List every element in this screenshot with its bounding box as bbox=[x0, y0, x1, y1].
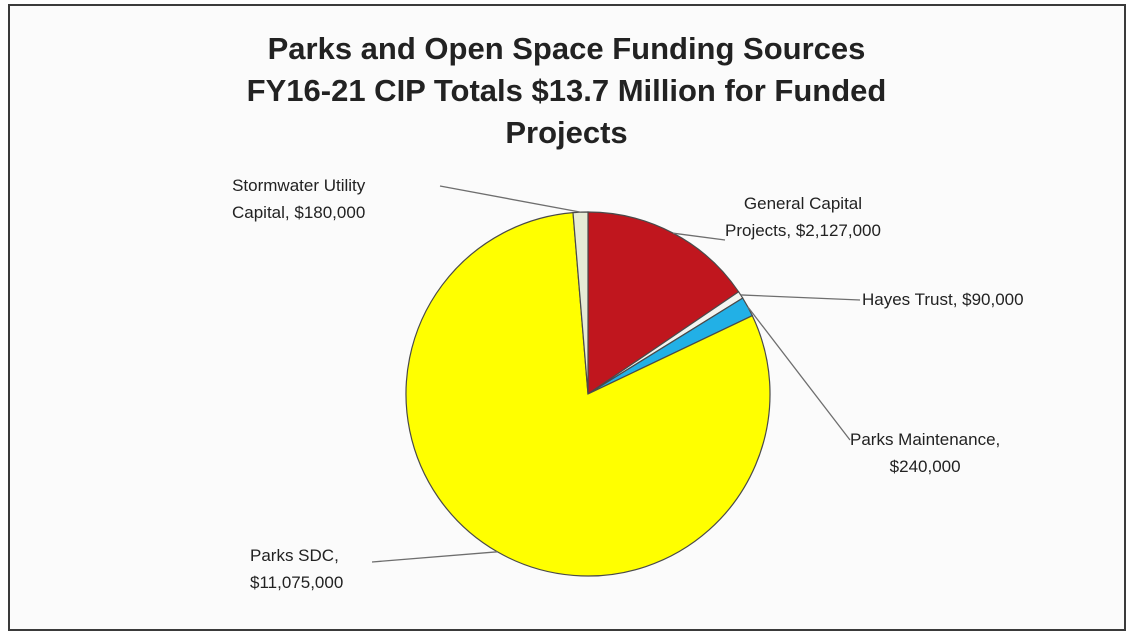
chart-title-line-3: Projects bbox=[505, 115, 628, 150]
leader-line-hayes-trust bbox=[740, 294, 861, 301]
label-parks-sdc: Parks SDC, $11,075,000 bbox=[250, 546, 344, 592]
chart-title-line-1: Parks and Open Space Funding Sources bbox=[267, 31, 866, 66]
label-hayes-trust: Hayes Trust, $90,000 bbox=[862, 290, 1024, 309]
chart-title: Parks and Open Space Funding Sources FY1… bbox=[0, 28, 1133, 154]
leader-line-general-capital-projects bbox=[673, 232, 726, 241]
leader-line-parks-sdc bbox=[371, 551, 498, 563]
label-general-capital-projects: General Capital Projects, $2,127,000 bbox=[725, 194, 881, 240]
label-stormwater-utility-capital: Stormwater Utility Capital, $180,000 bbox=[232, 176, 366, 222]
chart-title-line-2: FY16-21 CIP Totals $13.7 Million for Fun… bbox=[246, 73, 887, 108]
leader-line-stormwater-utility-capital bbox=[439, 185, 581, 213]
slice-parks-sdc bbox=[405, 211, 771, 577]
leader-line-parks-maintenance bbox=[747, 306, 851, 441]
label-parks-maintenance: Parks Maintenance, $240,000 bbox=[850, 430, 1001, 476]
